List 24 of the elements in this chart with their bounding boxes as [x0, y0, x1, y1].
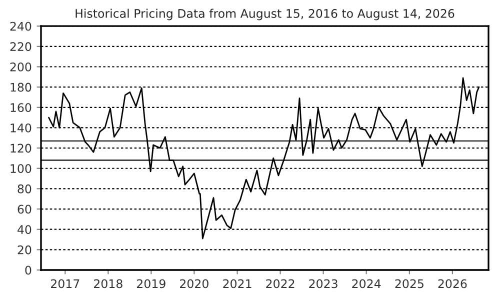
y-tick-label: 40 — [18, 225, 32, 234]
x-tick-label: 2017 — [50, 279, 80, 288]
x-tick-label: 2024 — [352, 279, 381, 288]
y-tick-label: 100 — [10, 164, 32, 174]
y-tick-label: 0 — [25, 266, 32, 275]
x-tick-label: 2022 — [266, 279, 294, 288]
x-tick-label: 2023 — [309, 279, 338, 288]
y-tick-label: 80 — [18, 184, 32, 194]
x-tick-label: 2019 — [137, 279, 166, 288]
y-tick-label: 240 — [10, 22, 32, 31]
y-tick-label: 120 — [10, 144, 32, 153]
y-tick-label: 200 — [10, 62, 32, 72]
y-tick-label: 140 — [10, 123, 32, 132]
y-tick-label: 20 — [18, 245, 32, 254]
y-tick-label: 180 — [10, 82, 32, 92]
x-tick-label: 2025 — [395, 279, 424, 288]
x-tick-label: 2020 — [180, 279, 208, 288]
x-tick-label: 2026 — [438, 279, 467, 288]
x-tick-label: 2021 — [223, 279, 252, 288]
y-tick-label: 60 — [18, 204, 32, 214]
x-tick-label: 2018 — [94, 279, 122, 288]
y-tick-label: 220 — [10, 42, 32, 52]
y-tick-label: 160 — [10, 103, 32, 112]
chart-title: Historical Pricing Data from August 15, 2016 to August 14, 2026 — [76, 8, 454, 20]
